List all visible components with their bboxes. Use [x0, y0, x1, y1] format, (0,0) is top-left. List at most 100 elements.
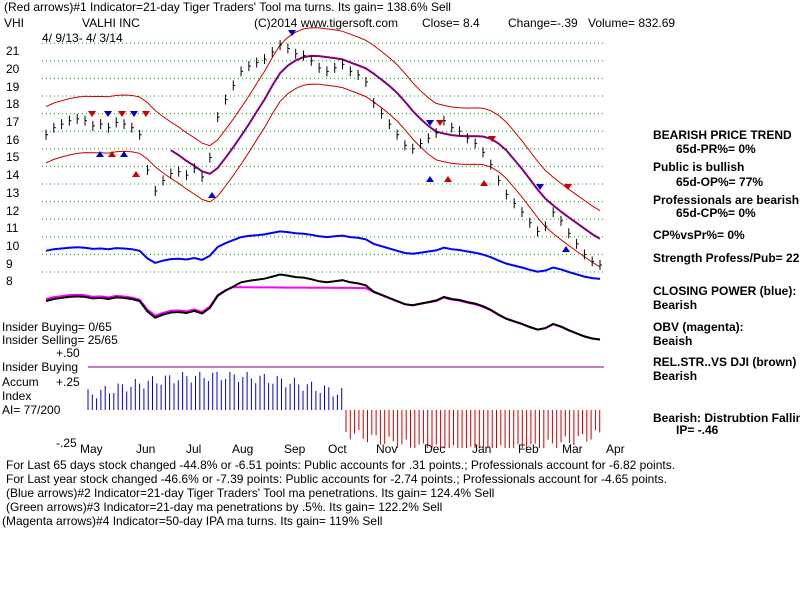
accum-index-bars: [87, 366, 604, 448]
footer-magenta-arrows: (Magenta arrows)#4 Indicator=50-day IPA …: [2, 514, 383, 528]
accum-tick-label: -.25: [56, 436, 77, 450]
sell-arrow-icon: [436, 120, 444, 126]
change-value: Change=-.39: [508, 16, 578, 30]
distribution-label: Bearish: Distrubtion Falling: [653, 411, 800, 425]
y-tick-label: 8: [6, 274, 13, 288]
date-range: 4/ 9/13- 4/ 3/14: [42, 31, 123, 45]
public-status: Public is bullish: [653, 160, 745, 174]
volume-value: Volume= 832.69: [588, 16, 676, 30]
ticker-symbol: VHI: [4, 16, 25, 30]
buy-arrow-icon: [444, 176, 452, 182]
ai-value: AI= 77/200: [2, 403, 61, 417]
obv-line: [45, 286, 601, 341]
x-month-label: Sep: [284, 442, 306, 456]
y-tick-label: 12: [6, 204, 20, 218]
footer-65day-summary: For Last 65 days stock changed -44.8% or…: [6, 458, 676, 472]
x-month-label: May: [80, 442, 103, 456]
rel-strength-status: Bearish: [653, 369, 698, 383]
buy-arrow-icon: [480, 180, 488, 186]
buy-arrow-icon: [96, 151, 104, 157]
accum-label-line2: Accum: [2, 375, 39, 389]
insider-selling-count: Insider Selling= 25/65: [2, 333, 118, 347]
footer-year-summary: For Last year stock changed -46.6% or -7…: [6, 472, 668, 486]
signal-arrows: [88, 30, 572, 252]
accum-tick-label: +.25: [56, 375, 80, 389]
rel-strength-label: REL.STR..VS DJI (brown): [653, 355, 797, 369]
moving-average: [170, 54, 601, 240]
x-month-label: Mar: [562, 442, 583, 456]
sell-arrow-icon: [142, 111, 150, 117]
closing-power-label: CLOSING POWER (blue):: [653, 284, 797, 298]
y-tick-label: 20: [6, 62, 20, 76]
x-month-label: Feb: [518, 442, 539, 456]
closing-power-line: [45, 230, 601, 280]
y-tick-label: 19: [6, 80, 20, 94]
accum-tick-label: +.50: [56, 346, 80, 360]
accum-label-line3: Index: [2, 389, 32, 403]
x-month-label: Oct: [328, 442, 347, 456]
y-tick-label: 13: [6, 186, 20, 200]
rel-strength-path: [45, 273, 601, 341]
x-month-label: Aug: [232, 442, 254, 456]
closing-power-status: Bearish: [653, 298, 698, 312]
x-month-label: Jul: [186, 442, 202, 456]
y-tick-label: 9: [6, 257, 13, 271]
buy-arrow-icon: [208, 192, 216, 198]
sell-arrow-icon: [288, 30, 296, 36]
strength-ratio: Strength Profess/Pub= 22: [653, 251, 800, 265]
band-spacer: [46, 56, 428, 239]
buy-arrow-icon: [120, 151, 128, 157]
rel-strength-line: [45, 273, 601, 341]
buy-arrow-icon: [108, 151, 116, 157]
footer-blue-arrows: (Blue arrows)#2 Indicator=21-day Tiger T…: [6, 486, 495, 500]
closing-power-path: [45, 230, 601, 280]
company-name: VALHI INC: [82, 16, 140, 30]
sell-arrow-icon: [564, 184, 572, 190]
y-tick-label: 11: [6, 221, 19, 235]
sell-arrow-icon: [536, 184, 544, 190]
professionals-status: Professionals are bearish: [653, 193, 800, 207]
x-month-label: Apr: [606, 442, 625, 456]
x-month-label: Nov: [376, 442, 398, 456]
y-tick-label: 21: [6, 44, 20, 58]
ma-line: [170, 54, 601, 240]
buy-arrow-icon: [562, 246, 570, 252]
sell-arrow-icon: [88, 111, 96, 117]
x-month-label: Jan: [472, 442, 492, 456]
ip-value: IP= -.46: [676, 423, 719, 437]
trading-bands: [45, 27, 601, 268]
y-tick-label: 16: [6, 133, 20, 147]
insider-buying-count: Insider Buying= 0/65: [2, 320, 112, 334]
op-value: 65d-OP%= 77%: [676, 175, 764, 189]
buy-arrow-icon: [426, 176, 434, 182]
trend-title: BEARISH PRICE TREND: [653, 128, 792, 142]
sell-arrow-icon: [118, 111, 126, 117]
sell-arrow-icon: [426, 120, 434, 126]
price-bars: [45, 39, 602, 270]
obv-label: OBV (magenta):: [653, 320, 744, 334]
sell-arrow-icon: [104, 111, 112, 117]
y-tick-label: 10: [6, 239, 20, 253]
x-month-label: Dec: [424, 442, 446, 456]
accum-label-line1: Insider Buying: [2, 360, 79, 374]
header-indicator-line: (Red arrows)#1 Indicator=21-day Tiger Tr…: [4, 0, 451, 14]
obv-status: Beaish: [653, 334, 693, 348]
cp-value: 65d-CP%= 0%: [676, 206, 756, 220]
y-tick-label: 15: [6, 150, 20, 164]
lower-band: [45, 83, 601, 268]
upper-band: [45, 27, 601, 212]
sell-arrow-icon: [488, 136, 496, 142]
buy-arrow-icon: [132, 171, 140, 177]
price-gridlines: [42, 42, 604, 273]
x-month-label: Jun: [136, 442, 156, 456]
close-value: Close= 8.4: [422, 16, 480, 30]
pr-value: 65d-PR%= 0%: [676, 142, 756, 156]
y-tick-label: 14: [6, 168, 20, 182]
cp-vs-pr: CP%vsPr%= 0%: [653, 228, 745, 242]
obv-path: [45, 286, 601, 341]
copyright-text: (C)2014 www.tigersoft.com: [254, 16, 399, 30]
y-tick-label: 18: [6, 97, 20, 111]
footer-green-arrows: (Green arrows)#3 Indicator=21-day ma pen…: [6, 500, 443, 514]
y-tick-label: 17: [6, 115, 20, 129]
